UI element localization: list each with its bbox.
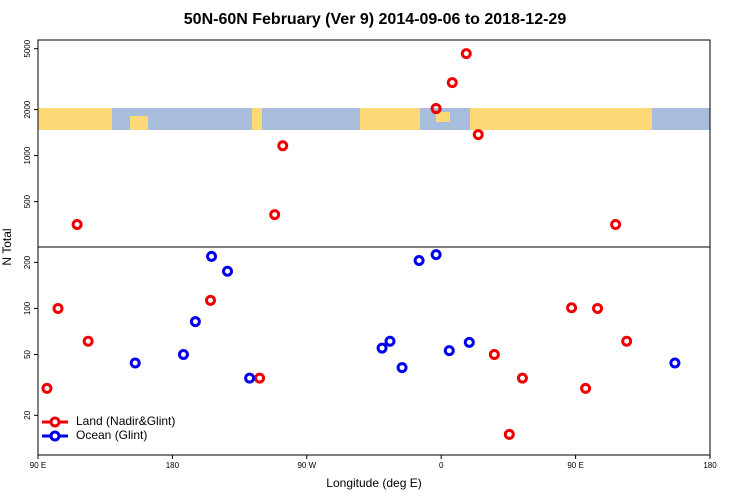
- y-tick-label: 50: [23, 349, 32, 358]
- y-tick-label: 20: [23, 410, 32, 419]
- plot-frame: [37, 39, 711, 456]
- point: [82, 335, 94, 347]
- point: [71, 219, 83, 231]
- point: [580, 382, 592, 394]
- point: [222, 265, 234, 277]
- point: [443, 345, 455, 357]
- point: [413, 254, 425, 266]
- point: [430, 103, 442, 115]
- point: [204, 294, 216, 306]
- point: [610, 219, 622, 231]
- point: [488, 348, 500, 360]
- point: [566, 302, 578, 314]
- point: [463, 336, 475, 348]
- y-tick-label: 2000: [23, 100, 32, 118]
- x-tick-label: 90 E: [567, 461, 583, 470]
- point: [129, 357, 141, 369]
- legend-label: Ocean (Glint): [76, 428, 147, 442]
- point: [669, 357, 681, 369]
- x-tick-label: 180: [703, 461, 717, 470]
- point: [277, 140, 289, 152]
- point: [376, 342, 388, 354]
- point: [621, 335, 633, 347]
- y-tick-label: 200: [23, 255, 32, 269]
- point: [41, 382, 53, 394]
- legend-label: Land (Nadir&Glint): [76, 414, 175, 428]
- point: [460, 48, 472, 60]
- point: [189, 316, 201, 328]
- legend-marker: [49, 416, 61, 428]
- y-axis-label: N Total: [0, 228, 14, 265]
- x-tick-label: 180: [166, 461, 180, 470]
- point: [52, 302, 64, 314]
- point: [592, 302, 604, 314]
- x-tick-label: 90 E: [30, 461, 46, 470]
- point: [396, 362, 408, 374]
- point: [430, 249, 442, 261]
- point: [446, 77, 458, 89]
- x-tick-label: 0: [439, 461, 444, 470]
- point: [503, 428, 515, 440]
- point: [384, 335, 396, 347]
- point: [516, 372, 528, 384]
- point: [244, 372, 256, 384]
- y-tick-label: 1000: [23, 146, 32, 164]
- point: [254, 372, 266, 384]
- y-tick-label: 500: [23, 194, 32, 208]
- point: [206, 250, 218, 262]
- point: [177, 348, 189, 360]
- point: [269, 209, 281, 221]
- y-tick-label: 5000: [23, 39, 32, 57]
- x-tick-label: 90 W: [297, 461, 316, 470]
- point: [472, 129, 484, 141]
- chart-title: 50N-60N February (Ver 9) 2014-09-06 to 2…: [184, 11, 567, 28]
- legend-marker: [49, 430, 61, 442]
- y-tick-label: 100: [23, 301, 32, 315]
- map-strip: [38, 108, 710, 130]
- x-axis-label: Longitude (deg E): [326, 476, 421, 490]
